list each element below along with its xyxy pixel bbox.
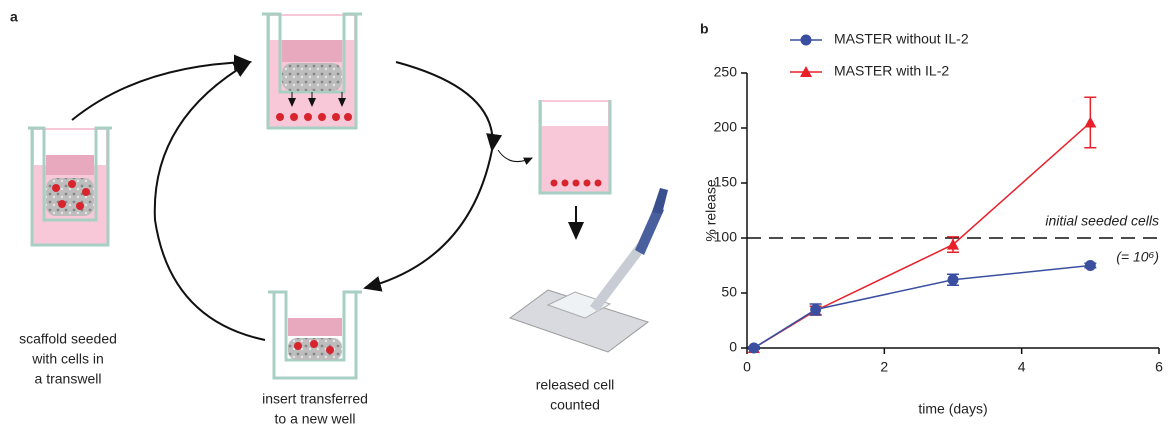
reference-label: initial seeded cells (1045, 213, 1159, 229)
data-point (748, 342, 760, 354)
caption: released cell (536, 377, 615, 393)
x-tick-label: 6 (1155, 359, 1163, 375)
y-tick-label: 50 (721, 284, 737, 300)
series-line (753, 121, 1091, 349)
slide (508, 188, 668, 353)
well (262, 12, 362, 130)
caption: insert transferred (262, 391, 368, 407)
y-tick-label: 0 (729, 339, 737, 355)
data-point (810, 304, 822, 315)
well (268, 290, 362, 380)
caption: scaffold seeded (19, 331, 117, 347)
panel-label: b (700, 21, 709, 37)
legend-label: MASTER with IL-2 (834, 63, 949, 79)
caption: counted (550, 397, 600, 413)
x-tick-label: 0 (743, 359, 751, 375)
series-line (753, 264, 1091, 349)
y-tick-label: 200 (714, 119, 738, 135)
well (538, 100, 612, 195)
y-tick-label: 150 (714, 174, 738, 190)
caption: to a new well (275, 411, 356, 426)
y-tick-label: 250 (714, 64, 738, 80)
legend-marker (800, 34, 812, 46)
legend-marker (800, 66, 812, 77)
caption: with cells in (31, 351, 104, 367)
data-point (1084, 260, 1096, 271)
data-point (947, 274, 959, 286)
x-tick-label: 4 (1018, 359, 1026, 375)
x-axis-label: time (days) (918, 401, 987, 417)
data-point (947, 238, 959, 250)
arrow (71, 54, 584, 341)
data-point (1084, 116, 1097, 128)
y-tick-label: 100 (714, 229, 738, 245)
panel-label: a (10, 9, 18, 25)
legend-label: MASTER without IL-2 (834, 31, 969, 47)
reference-note: (= 10⁶) (1116, 249, 1159, 265)
x-tick-label: 2 (880, 359, 888, 375)
caption: a transwell (35, 371, 102, 387)
well (28, 126, 112, 247)
y-axis-label: % release (703, 179, 719, 241)
